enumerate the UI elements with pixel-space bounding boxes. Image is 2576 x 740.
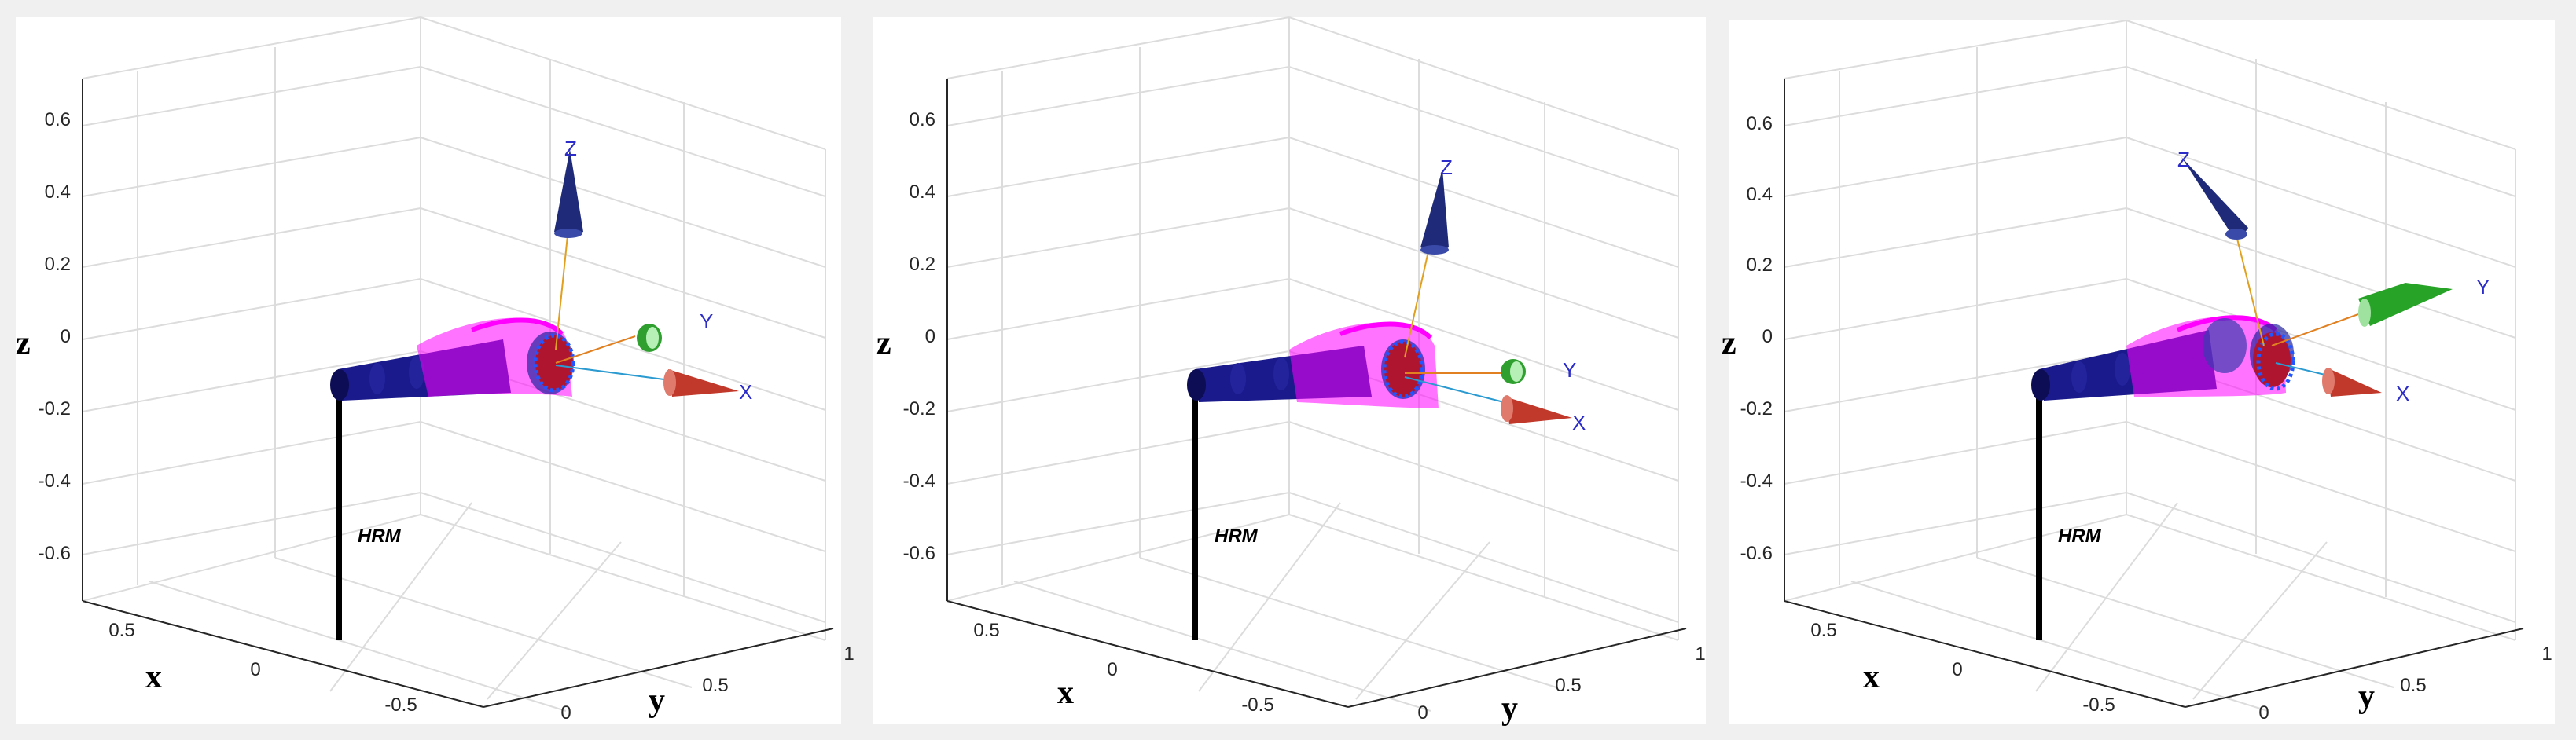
y-tick-labels: 0 0.5 1 (560, 643, 854, 724)
frame-lines (1404, 251, 1514, 405)
y-frame-label: Y (2476, 275, 2490, 299)
svg-text:-0.4: -0.4 (903, 471, 935, 492)
robot-3d-plot-2: 0.6 0.4 0.2 0 -0.2 -0.4 -0.6 0.5 0 -0.5 … (861, 0, 1722, 740)
base-pole (2036, 385, 2042, 640)
x-tick-labels: 0.5 0 -0.5 (973, 620, 1273, 716)
x-tick-labels: 0.5 0 -0.5 (108, 620, 417, 716)
y-axis-label: y (649, 683, 665, 719)
svg-text:0: 0 (1417, 702, 1428, 724)
svg-text:0.5: 0.5 (1810, 620, 1836, 641)
svg-text:-0.6: -0.6 (39, 543, 71, 564)
svg-text:0.2: 0.2 (1747, 255, 1773, 276)
y-axis-label: y (2358, 679, 2375, 715)
svg-text:-0.4: -0.4 (1740, 471, 1773, 492)
grid-lines (82, 16, 826, 712)
svg-text:0.5: 0.5 (2400, 675, 2426, 696)
x-frame-label: X (739, 380, 752, 404)
svg-text:0.4: 0.4 (1747, 184, 1773, 205)
svg-text:0: 0 (1762, 326, 1773, 347)
end-effector-ring (2253, 332, 2295, 391)
y-axis-label: y (1501, 691, 1518, 727)
svg-text:1: 1 (2541, 643, 2552, 665)
x-frame-label: X (2396, 382, 2409, 405)
robot-label: HRM (2058, 526, 2102, 547)
robot-label: HRM (358, 526, 402, 547)
z-frame-arrow (2181, 157, 2248, 240)
svg-text:0.2: 0.2 (45, 254, 71, 275)
z-frame-label: Z (1440, 156, 1453, 179)
end-effector-ring (533, 333, 575, 393)
base-pole (336, 385, 342, 640)
z-frame-label: Z (2177, 148, 2190, 171)
view-panel-3: 0.6 0.4 0.2 0 -0.2 -0.4 -0.6 0.5 0 -0.5 … (1722, 0, 2576, 740)
svg-text:0.5: 0.5 (1555, 675, 1581, 696)
grid-lines (1784, 20, 2516, 712)
svg-text:1: 1 (843, 643, 854, 665)
x-axis-label: x (1057, 675, 1074, 711)
x-axis-label: x (1863, 659, 1880, 695)
y-frame-label: Y (1563, 358, 1576, 382)
z-frame-arrow (1420, 169, 1449, 255)
svg-text:0: 0 (1952, 659, 1962, 680)
svg-text:0.4: 0.4 (45, 181, 71, 203)
view-panel-2: 0.6 0.4 0.2 0 -0.2 -0.4 -0.6 0.5 0 -0.5 … (861, 0, 1722, 740)
svg-text:0: 0 (61, 326, 71, 347)
grid-lines (946, 16, 1679, 712)
svg-text:0: 0 (560, 702, 571, 724)
svg-text:0: 0 (925, 326, 935, 347)
z-frame-arrow (554, 149, 583, 238)
x-axis-label: x (145, 659, 162, 695)
x-frame-arrow (1501, 395, 1572, 424)
svg-text:0.6: 0.6 (1747, 113, 1773, 134)
end-effector-ring (1382, 339, 1424, 399)
y-frame-arrow (1501, 359, 1526, 384)
svg-text:-0.5: -0.5 (2082, 694, 2115, 716)
frame-lines (555, 235, 677, 382)
axes (1784, 79, 2524, 708)
z-axis-label: z (16, 325, 31, 361)
svg-text:0.5: 0.5 (973, 620, 999, 641)
svg-text:0: 0 (1107, 659, 1117, 680)
robot-3d-plot-1: 0.6 0.4 0.2 0 -0.2 -0.4 -0.6 0.5 0 -0.5 … (0, 0, 861, 740)
svg-text:-0.5: -0.5 (1241, 694, 1273, 716)
svg-text:0.4: 0.4 (910, 181, 935, 203)
svg-text:1: 1 (1695, 643, 1705, 665)
svg-text:0: 0 (2258, 702, 2269, 724)
svg-text:-0.6: -0.6 (1740, 543, 1773, 564)
y-tick-labels: 0 0.5 1 (1417, 643, 1705, 724)
y-tick-labels: 0 0.5 1 (2258, 643, 2552, 724)
svg-text:-0.4: -0.4 (39, 471, 71, 492)
z-axis-label: z (1722, 325, 1736, 361)
z-frame-label: Z (564, 137, 577, 160)
y-frame-label: Y (700, 310, 713, 333)
z-tick-labels: 0.6 0.4 0.2 0 -0.2 -0.4 -0.6 (1740, 113, 1773, 564)
y-frame-arrow (637, 324, 662, 352)
svg-text:-0.5: -0.5 (384, 694, 417, 716)
svg-text:0.6: 0.6 (45, 109, 71, 130)
svg-text:-0.2: -0.2 (1740, 398, 1773, 419)
svg-text:0: 0 (250, 659, 260, 680)
svg-text:0.5: 0.5 (702, 675, 728, 696)
x-frame-label: X (1572, 411, 1586, 434)
svg-text:0.5: 0.5 (108, 620, 134, 641)
view-panel-1: 0.6 0.4 0.2 0 -0.2 -0.4 -0.6 0.5 0 -0.5 … (0, 0, 861, 740)
svg-text:0.6: 0.6 (910, 109, 935, 130)
x-tick-labels: 0.5 0 -0.5 (1810, 620, 2115, 716)
robot-3d-plot-3: 0.6 0.4 0.2 0 -0.2 -0.4 -0.6 0.5 0 -0.5 … (1722, 0, 2576, 740)
y-frame-arrow (2358, 283, 2453, 327)
z-tick-labels: 0.6 0.4 0.2 0 -0.2 -0.4 -0.6 (39, 109, 71, 564)
axes (82, 79, 834, 708)
base-pole (1192, 385, 1198, 640)
robot-label: HRM (1215, 526, 1259, 547)
z-axis-label: z (876, 325, 891, 361)
svg-text:0.2: 0.2 (910, 254, 935, 275)
x-frame-arrow (2322, 368, 2382, 397)
x-frame-arrow (663, 369, 739, 397)
svg-text:-0.6: -0.6 (903, 543, 935, 564)
axes (946, 79, 1687, 708)
svg-text:-0.2: -0.2 (903, 398, 935, 419)
z-tick-labels: 0.6 0.4 0.2 0 -0.2 -0.4 -0.6 (903, 109, 935, 564)
svg-text:-0.2: -0.2 (39, 398, 71, 419)
